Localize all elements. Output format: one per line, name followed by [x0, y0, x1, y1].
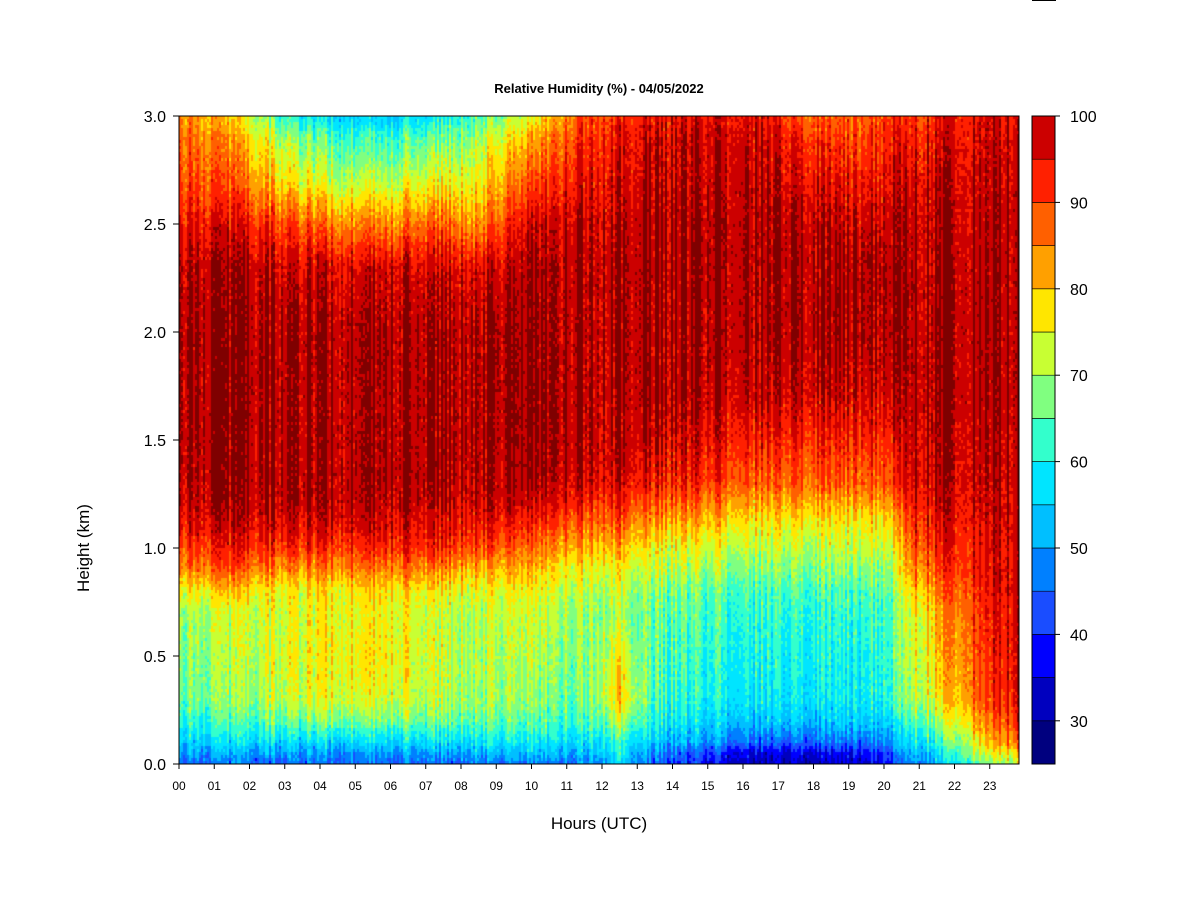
colorbar-tick-label: 50 [1070, 541, 1088, 558]
y-tick-label: 3.0 [144, 109, 166, 126]
x-tick-label: 01 [208, 779, 222, 793]
colorbar-tick-label: 80 [1070, 282, 1088, 299]
colorbar-bin [1031, 504, 1056, 549]
chart-title: Relative Humidity (%) - 04/05/2022 [494, 81, 704, 96]
x-tick-label: 04 [313, 779, 327, 793]
colorbar-tick-label: 70 [1070, 368, 1088, 385]
x-tick-label: 22 [948, 779, 962, 793]
y-axis-label: Height (km) [74, 504, 93, 592]
y-tick-label: 1.5 [144, 433, 166, 450]
x-tick-label: 05 [349, 779, 363, 793]
x-tick-label: 19 [842, 779, 856, 793]
colorbar-legend: 30 40 50 60 70 80 90 100 [1031, 109, 1097, 765]
colorbar-bin [1031, 547, 1056, 592]
x-axis-label: Hours (UTC) [551, 814, 647, 833]
colorbar-tick-label: 100 [1070, 109, 1097, 126]
x-axis: 00 01 02 03 04 05 06 07 08 09 10 11 12 13 14 15 16 17 18 19… [172, 764, 997, 793]
y-tick-label: 0.5 [144, 649, 166, 666]
colorbar-bin [1031, 461, 1056, 506]
x-tick-label: 14 [666, 779, 680, 793]
colorbar-bin [1031, 677, 1056, 722]
x-tick-label: 23 [983, 779, 997, 793]
y-tick-label: 1.0 [144, 541, 166, 558]
x-tick-label: 06 [384, 779, 398, 793]
y-tick-label: 2.5 [144, 217, 166, 234]
x-tick-label: 07 [419, 779, 433, 793]
heatmap-plot-area [179, 116, 1019, 764]
colorbar-tick-label: 40 [1070, 627, 1088, 644]
x-tick-label: 20 [877, 779, 891, 793]
colorbar-bin [1031, 634, 1056, 678]
x-tick-label: 08 [454, 779, 468, 793]
x-tick-label: 17 [772, 779, 786, 793]
x-tick-label: 15 [701, 779, 715, 793]
colorbar-bin [1031, 418, 1056, 462]
colorbar-tick-label: 90 [1070, 195, 1088, 212]
colorbar-frame [1031, 115, 1056, 765]
y-tick-label: 2.0 [144, 325, 166, 342]
x-tick-label: 11 [561, 779, 574, 793]
x-tick-label: 00 [172, 779, 186, 793]
heatmap-raster [179, 116, 1019, 764]
colorbar-bin [1031, 590, 1056, 635]
colorbar-bin [1031, 158, 1056, 203]
x-tick-label: 12 [595, 779, 609, 793]
colorbar-bin [1031, 202, 1056, 246]
colorbar-bin [1031, 720, 1056, 765]
colorbar-bin [1031, 288, 1056, 333]
colorbar-bin [1031, 115, 1056, 160]
x-tick-label: 21 [913, 779, 927, 793]
colorbar-bin [1031, 374, 1056, 419]
y-tick-label: 0.0 [144, 757, 166, 774]
x-tick-label: 13 [631, 779, 645, 793]
x-tick-label: 02 [243, 779, 257, 793]
x-tick-label: 18 [807, 779, 821, 793]
colorbar-bin [1031, 331, 1056, 376]
x-tick-label: 03 [278, 779, 292, 793]
colorbar-bin [1031, 245, 1056, 290]
colorbar-tick-label: 60 [1070, 455, 1088, 472]
colorbar-tick-label: 30 [1070, 714, 1088, 731]
corner-mark [1032, 0, 1056, 1]
y-axis: 0.0 0.5 1.0 1.5 2.0 2.5 3.0 [144, 109, 179, 774]
x-tick-label: 09 [490, 779, 504, 793]
x-tick-label: 16 [736, 779, 750, 793]
x-tick-label: 10 [525, 779, 539, 793]
